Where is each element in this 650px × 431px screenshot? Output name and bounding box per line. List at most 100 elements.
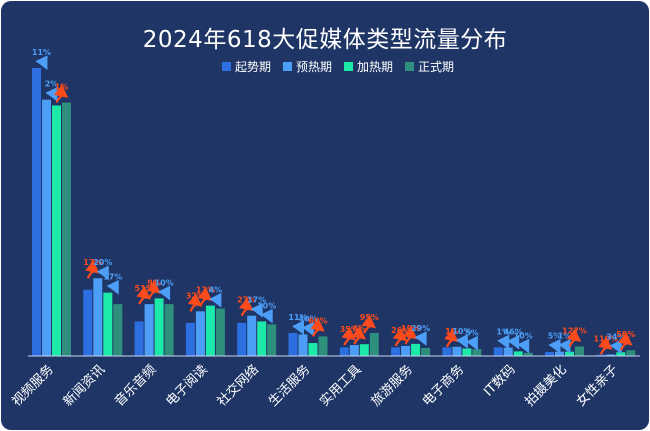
- bar-4-1: [247, 315, 257, 356]
- change-label-0-2: 1%: [55, 83, 69, 92]
- change-arrow-11-1: [609, 339, 622, 355]
- bar-2-1: [144, 304, 154, 356]
- change-arrow-10-2: [566, 328, 582, 348]
- legend-item-zhengshi: 正式期: [405, 58, 454, 74]
- change-label-7-1: 19%: [401, 324, 420, 333]
- category-label-10: 拍摄美化: [522, 362, 569, 409]
- change-arrow-1-1: [96, 265, 109, 281]
- bar-1-0: [83, 289, 93, 356]
- change-label-1-0: 17%: [83, 258, 102, 267]
- bar-5-0: [288, 332, 298, 356]
- bar-1-3: [113, 304, 123, 356]
- category-label-11: 女性亲子: [573, 362, 621, 410]
- change-label-3-2: 4%: [209, 286, 223, 295]
- change-label-8-2: 5%: [465, 329, 479, 338]
- legend-swatch-jiare: [344, 61, 354, 71]
- change-label-8-1: 10%: [452, 327, 471, 336]
- change-label-2-2: 10%: [155, 278, 174, 287]
- change-label-9-1: 46%: [504, 328, 523, 337]
- change-label-9-0: 1%: [496, 327, 510, 336]
- bar-9-2: [513, 351, 523, 356]
- bar-11-3: [626, 350, 636, 356]
- bar-7-1: [401, 345, 411, 356]
- change-label-4-0: 27%: [237, 296, 256, 305]
- change-label-10-2: 127%: [562, 326, 587, 335]
- bar-3-1: [195, 311, 205, 356]
- category-label-7: 旅游服务: [368, 362, 416, 410]
- change-label-5-2: 60%: [308, 316, 327, 325]
- change-arrow-0-1: [45, 86, 58, 102]
- bar-1-2: [103, 292, 113, 356]
- legend-label-yure: 预热期: [296, 59, 333, 74]
- bar-3-3: [215, 308, 225, 356]
- bar-4-2: [257, 321, 267, 356]
- change-arrow-7-1: [402, 325, 418, 345]
- bar-10-2: [565, 351, 574, 356]
- change-label-9-2: 10%: [514, 331, 533, 340]
- change-label-6-0: 35%: [340, 325, 359, 334]
- change-label-6-2: 95%: [360, 313, 379, 322]
- change-label-3-1: 13%: [196, 286, 215, 295]
- legend-item-yure: 预热期: [283, 58, 332, 74]
- bar-2-0: [134, 321, 144, 356]
- bar-7-2: [411, 343, 421, 356]
- bar-8-1: [452, 346, 462, 356]
- category-label-5: 生活服务: [265, 362, 313, 410]
- change-arrow-3-2: [209, 292, 222, 308]
- change-arrow-9-0: [497, 334, 510, 350]
- bar-5-1: [298, 334, 308, 356]
- change-arrow-11-2: [618, 332, 633, 351]
- change-arrow-1-0: [85, 260, 100, 279]
- bar-11-1: [606, 354, 616, 356]
- change-arrow-8-2: [466, 335, 478, 351]
- category-label-6: 实用工具: [317, 362, 364, 409]
- bar-11-0: [596, 354, 606, 356]
- bar-9-3: [523, 352, 533, 356]
- change-label-7-0: 26%: [391, 326, 410, 335]
- change-label-0-0: 11%: [32, 48, 51, 57]
- change-label-4-1: 17%: [247, 296, 266, 305]
- change-arrow-11-0: [598, 336, 613, 355]
- bar-10-3: [575, 346, 584, 356]
- bar-8-2: [462, 348, 472, 356]
- bar-0-1: [42, 99, 51, 357]
- category-label-0: 视频服务: [9, 362, 57, 410]
- change-arrow-2-2: [158, 285, 171, 301]
- change-label-11-0: 110%: [593, 334, 618, 343]
- change-arrow-0-0: [35, 55, 48, 70]
- bar-2-3: [164, 304, 174, 356]
- change-label-5-1: 40%: [298, 314, 317, 323]
- change-arrow-10-1: [558, 338, 571, 354]
- change-arrow-6-0: [341, 327, 357, 346]
- change-arrow-5-1: [302, 321, 314, 337]
- change-arrow-1-2: [106, 279, 119, 295]
- bar-5-3: [318, 336, 328, 356]
- chart-title: 2024年618大促媒体类型流量分布: [142, 27, 508, 53]
- bar-6-0: [339, 347, 349, 356]
- bar-4-3: [267, 324, 277, 356]
- legend-item-qishi: 起势期: [222, 58, 271, 74]
- bar-10-0: [545, 351, 554, 356]
- change-arrow-7-0: [392, 327, 408, 347]
- change-arrow-8-1: [456, 333, 468, 349]
- change-arrow-9-1: [507, 334, 520, 350]
- bar-8-0: [442, 347, 452, 356]
- change-arrow-6-2: [361, 314, 377, 334]
- change-label-0-1: 2%: [45, 80, 59, 89]
- legend-item-jiare: 加热期: [344, 58, 393, 74]
- change-label-8-0: 1%: [445, 327, 459, 336]
- change-arrow-9-2: [517, 338, 530, 354]
- change-label-11-2: 58%: [616, 330, 635, 339]
- bar-3-2: [205, 305, 215, 356]
- change-arrow-5-0: [292, 320, 304, 335]
- change-label-5-0: 11%: [288, 313, 307, 322]
- change-label-7-2: 29%: [411, 324, 430, 333]
- change-label-1-1: 20%: [93, 258, 112, 267]
- change-label-11-1: 34%: [606, 332, 625, 341]
- change-arrow-0-2: [53, 84, 69, 104]
- category-label-4: 社交网络: [214, 362, 262, 410]
- change-arrow-4-2: [260, 308, 273, 324]
- change-arrow-5-2: [310, 318, 325, 337]
- change-arrow-4-0: [238, 297, 254, 317]
